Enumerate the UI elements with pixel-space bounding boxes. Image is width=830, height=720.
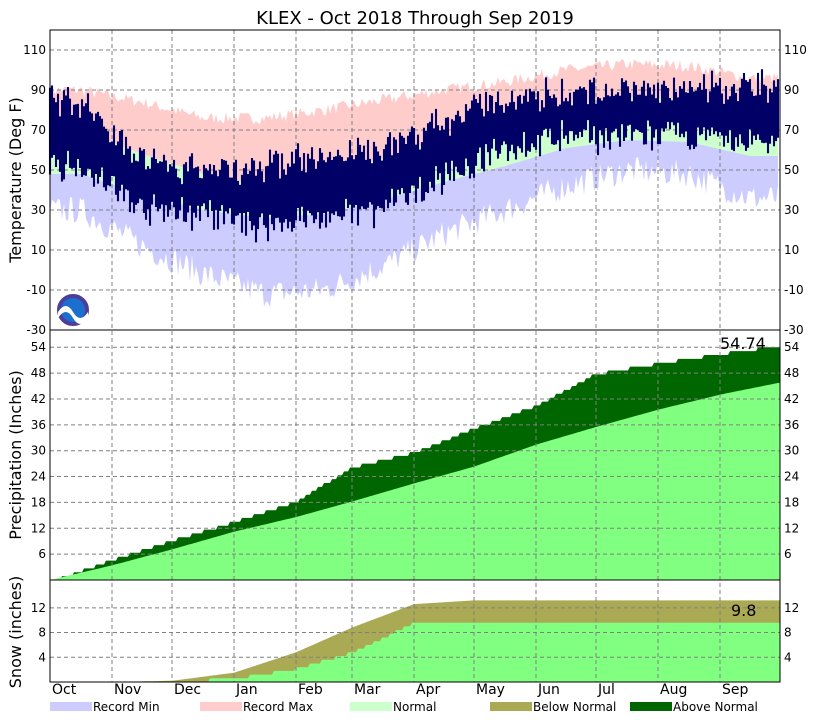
month-label: Nov [114, 682, 141, 698]
panel-frames [49, 29, 781, 683]
snow-tick-label-left: 8 [38, 626, 46, 640]
chart-title: KLEX - Oct 2018 Through Sep 2019 [256, 8, 574, 29]
snow-tick-label-right: 12 [784, 601, 799, 615]
precipitation-tick-label-right: 54 [784, 340, 799, 354]
temperature-tick-label-left: 30 [31, 203, 46, 217]
month-label: Jul [597, 682, 615, 698]
temperature-tick-label-right: 90 [784, 83, 799, 97]
snow-frame [49, 579, 781, 683]
month-label: Aug [660, 682, 687, 698]
axis-labels: Oct Nov Dec Jan Feb Mar Apr May Jun Jul Aug Sep [52, 682, 749, 698]
record-min-band [50, 140, 778, 307]
month-label: Oct [52, 682, 77, 698]
month-label: Mar [354, 682, 381, 698]
legend: Record Min Record Max Normal Below Normal Ab… [50, 700, 758, 714]
precipitation-tick-label-left: 6 [38, 547, 46, 561]
precipitation-tick-label-left: 24 [31, 470, 46, 484]
precipitation-tick-label-left: 42 [31, 392, 46, 406]
legend-swatch [630, 702, 672, 711]
legend-label: Record Min [93, 700, 160, 714]
legend-label: Above Normal [673, 700, 758, 714]
temperature-tick-label-left: 110 [23, 43, 46, 57]
precipitation-tick-label-right: 30 [784, 444, 799, 458]
temperature-tick-label-left: -30 [26, 323, 46, 337]
legend-swatch [350, 702, 392, 711]
snow-tick-label-left: 4 [38, 650, 46, 664]
precipitation-tick-label-left: 48 [31, 366, 46, 380]
month-label: May [476, 682, 505, 698]
precipitation-tick-label-right: 24 [784, 470, 799, 484]
precipitation-tick-label-right: 12 [784, 521, 799, 535]
legend-label: Normal [393, 700, 436, 714]
precipitation-tick-label-left: 54 [31, 340, 46, 354]
precipitation-tick-label-left: 30 [31, 444, 46, 458]
temperature-tick-label-left: 10 [31, 243, 46, 257]
snow-actual-area [50, 622, 780, 682]
precipitation-tick-label-right: 6 [784, 547, 792, 561]
precipitation-tick-label-right: 18 [784, 495, 799, 509]
legend-swatch [50, 702, 92, 711]
noaa-logo [55, 292, 91, 328]
temperature-tick-label-right: 110 [784, 43, 807, 57]
month-label: Sep [722, 682, 749, 698]
temperature-tick-label-right: 70 [784, 123, 799, 137]
temperature-tick-label-left: 70 [31, 123, 46, 137]
month-label: Dec [174, 682, 201, 698]
precipitation-tick-label-left: 18 [31, 495, 46, 509]
snow-total-label: 9.8 [731, 601, 756, 620]
month-label: Jan [235, 682, 258, 698]
precipitation-tick-label-right: 42 [784, 392, 799, 406]
precip-total-label: 54.74 [720, 334, 766, 353]
temperature-tick-label-left: 90 [31, 83, 46, 97]
legend-label: Record Max [243, 700, 313, 714]
temperature-tick-label-left: 50 [31, 163, 46, 177]
temperature-tick-label-left: -10 [26, 283, 46, 297]
precipitation-tick-label-right: 36 [784, 418, 799, 432]
precipitation-tick-label-left: 12 [31, 521, 46, 535]
precip-normal-area [50, 382, 780, 580]
month-label: Apr [416, 682, 440, 698]
tick-labels: -30 -30 -10 -10 10 10 30 30 50 50 70 70 90 90 110 110 6 6… [23, 43, 807, 664]
legend-swatch [200, 702, 242, 711]
temperature-tick-label-right: 50 [784, 163, 799, 177]
temperature-tick-label-right: 30 [784, 203, 799, 217]
precipitation-tick-label-left: 36 [31, 418, 46, 432]
temperature-tick-label-right: -30 [784, 323, 804, 337]
precipitation-axis-label: Precipitation (Inches) [6, 370, 25, 540]
snow-tick-label-right: 4 [784, 650, 792, 664]
precipitation-tick-label-right: 48 [784, 366, 799, 380]
snow-tick-label-right: 8 [784, 626, 792, 640]
month-label: Jun [537, 682, 560, 698]
temperature-tick-label-right: 10 [784, 243, 799, 257]
legend-label: Below Normal [533, 700, 616, 714]
temperature-tick-label-right: -10 [784, 283, 804, 297]
temperature-axis-label: Temperature (Deg F) [6, 97, 25, 264]
snow-axis-label: Snow (inches) [6, 576, 25, 688]
month-label: Feb [298, 682, 323, 698]
legend-swatch [490, 702, 532, 711]
snow-tick-label-left: 12 [31, 601, 46, 615]
